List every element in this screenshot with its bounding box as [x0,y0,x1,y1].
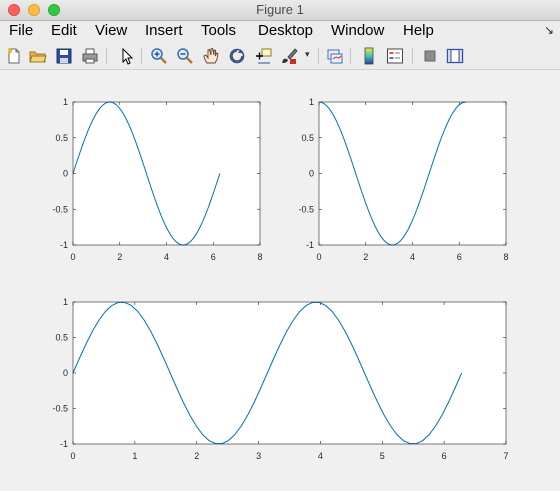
x-tick-label: 7 [503,451,508,461]
x-tick-label: 6 [211,252,216,262]
y-tick-label: -0.5 [298,204,314,214]
maximize-window-button[interactable] [48,4,60,16]
series-line [72,101,221,246]
y-tick-label: 0 [63,169,68,179]
new-figure-icon[interactable] [5,47,23,65]
y-tick-label: -0.5 [52,204,68,214]
menu-file[interactable]: File [9,22,34,39]
y-tick-label: 0.5 [55,333,68,343]
zoom-out-icon[interactable] [176,47,194,65]
axes-top-left[interactable]: 0 2 4 6 8 1 0.5 0 -0.5 -1 [52,97,262,262]
brush-icon[interactable] [280,47,298,65]
x-tick-label: 8 [257,252,262,262]
x-tick-label: 4 [164,252,169,262]
hide-plot-tools-icon[interactable] [421,47,439,65]
axes-bottom[interactable]: 0 1 2 3 4 5 6 7 1 0.5 0 -0.5 -1 [52,297,508,461]
axes-background [319,102,506,245]
pointer-icon[interactable] [118,47,136,65]
link-plot-icon[interactable] [326,47,344,65]
print-icon[interactable] [81,47,99,65]
y-tick-label: -1 [306,240,314,250]
toolbar-separator [106,48,107,64]
legend-icon[interactable] [386,47,404,65]
menu-bar: File Edit View Insert Tools Desktop Wind… [0,21,560,42]
colorbar-icon[interactable] [360,47,378,65]
menu-overflow-arrow-icon[interactable]: ↘ [543,23,554,37]
pan-hand-icon[interactable] [202,47,220,65]
menu-help[interactable]: Help [403,22,434,39]
x-tick-label: 2 [194,451,199,461]
axes-frame [72,101,261,246]
axes-background [73,302,506,444]
y-tick-label: -0.5 [52,404,68,414]
x-tick-label: 5 [380,451,385,461]
minimize-window-button[interactable] [28,4,40,16]
x-tick-label: 6 [457,252,462,262]
menu-window[interactable]: Window [331,22,385,39]
figure-canvas: 0 2 4 6 8 1 0.5 0 -0.5 -1 0 2 4 6 8 1 0.5 0 -0.5 -1 0 1 2 3 4 5… [0,70,560,491]
figure-toolbar: ▾ [0,43,560,70]
y-tick-label: -1 [60,240,68,250]
menu-edit[interactable]: Edit [51,22,77,39]
axes-frame [318,101,507,246]
x-tick-label: 6 [442,451,447,461]
brush-dropdown-arrow-icon[interactable]: ▾ [305,49,310,59]
y-tick-label: 0 [309,169,314,179]
y-tick-label: -1 [60,439,68,449]
window-title-bar: Figure 1 [0,0,560,21]
save-icon[interactable] [55,47,73,65]
plots-svg: 0 2 4 6 8 1 0.5 0 -0.5 -1 0 2 4 6 8 1 0.5 0 -0.5 -1 0 1 2 3 4 5… [52,97,508,461]
y-tick-label: 0.5 [301,133,314,143]
x-tick-label: 3 [256,451,261,461]
x-tick-label: 8 [503,252,508,262]
x-tick-label: 0 [70,252,75,262]
window-title: Figure 1 [256,2,304,17]
toolbar-separator [318,48,319,64]
axes-top-right[interactable]: 0 2 4 6 8 1 0.5 0 -0.5 -1 [298,97,508,262]
x-tick-label: 2 [117,252,122,262]
zoom-in-icon[interactable] [150,47,168,65]
axes-background [73,102,260,245]
rotate-3d-icon[interactable] [228,47,246,65]
axes-frame [72,301,507,445]
x-tick-label: 0 [70,451,75,461]
menu-insert[interactable]: Insert [145,22,183,39]
y-tick-label: 1 [63,97,68,107]
y-tick-label: 0 [63,368,68,378]
toolbar-separator [412,48,413,64]
y-tick-label: 1 [63,297,68,307]
x-tick-label: 2 [363,252,368,262]
toolbar-separator [141,48,142,64]
open-file-icon[interactable] [29,47,47,65]
x-tick-label: 4 [410,252,415,262]
data-cursor-icon[interactable] [254,47,272,65]
menu-view[interactable]: View [95,22,128,39]
toolbar-separator [350,48,351,64]
close-window-button[interactable] [8,4,20,16]
x-tick-label: 4 [318,451,323,461]
show-plot-tools-icon[interactable] [446,47,464,65]
x-tick-label: 1 [132,451,137,461]
series-line [72,301,463,445]
y-tick-label: 1 [309,97,314,107]
menu-desktop[interactable]: Desktop [258,22,314,39]
y-tick-label: 0.5 [55,133,68,143]
x-tick-label: 0 [316,252,321,262]
menu-tools[interactable]: Tools [201,22,237,39]
